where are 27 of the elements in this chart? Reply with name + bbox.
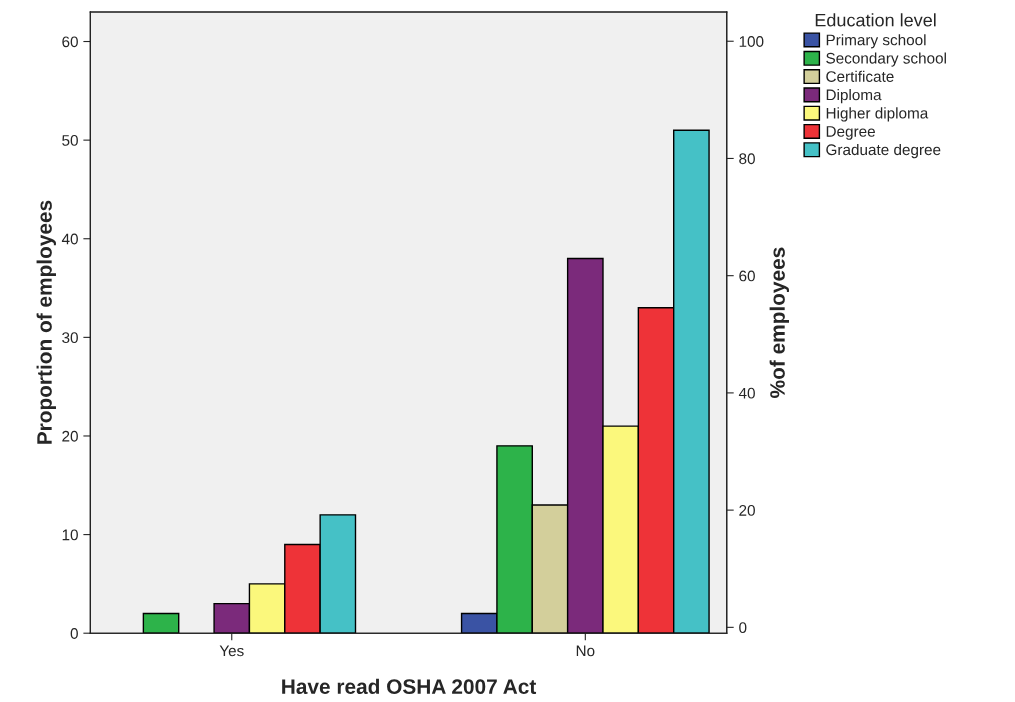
legend-label: Graduate degree xyxy=(826,143,941,159)
y2-tick-label: 0 xyxy=(739,622,747,634)
y-tick-label: 0 xyxy=(70,628,78,639)
x-axis-title: Have read OSHA 2007 Act xyxy=(282,678,537,694)
x-tick-label: No xyxy=(576,645,595,657)
y-tick-label: 60 xyxy=(62,36,78,48)
y-tick-label: 30 xyxy=(62,332,78,344)
y-tick-label: 20 xyxy=(62,430,78,442)
legend-label: Higher diploma xyxy=(826,107,929,122)
legend-label: Secondary school xyxy=(826,52,946,67)
y2-tick-label: 80 xyxy=(739,153,755,165)
y2-axis-title: %of employees xyxy=(769,247,790,398)
y-axis-title: Proportion of employees xyxy=(36,200,56,444)
legend-label: Primary school xyxy=(826,34,926,49)
legend-label: Diploma xyxy=(826,89,882,104)
y2-tick-label: 20 xyxy=(739,504,755,516)
y-tick-label: 10 xyxy=(62,529,78,541)
y-tick-label: 40 xyxy=(61,233,78,245)
legend-title: Education level xyxy=(815,13,936,27)
y2-tick-label: 100 xyxy=(739,36,764,47)
legend-label: Degree xyxy=(826,126,875,140)
x-tick-label: Yes xyxy=(219,645,244,657)
y-tick-label: 50 xyxy=(62,135,78,146)
bar xyxy=(142,612,180,634)
legend-label: Certificate xyxy=(826,70,894,82)
y2-tick-label: 60 xyxy=(739,270,755,282)
y2-tick-label: 40 xyxy=(738,387,755,399)
